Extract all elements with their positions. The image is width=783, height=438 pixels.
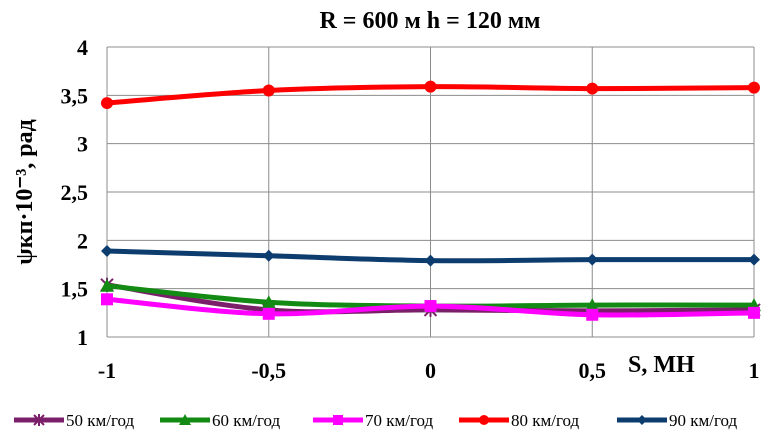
legend-label: 60 км/год <box>212 411 281 430</box>
data-point <box>748 81 760 94</box>
y-tick-label: 4 <box>77 35 88 60</box>
legend-item-3: 70 км/год <box>313 411 434 430</box>
legend-item-1: 50 км/год <box>14 411 135 430</box>
data-point <box>637 415 647 425</box>
legend-label: 70 км/год <box>365 411 434 430</box>
y-tick-label: 1,5 <box>61 277 89 302</box>
chart-title: R = 600 м h = 120 мм <box>319 8 540 34</box>
x-axis-label: S, МН <box>628 352 695 378</box>
data-point <box>179 414 191 425</box>
data-point <box>586 308 599 321</box>
data-point <box>748 306 760 319</box>
y-tick-label: 3,5 <box>61 83 89 108</box>
x-tick-label: 0 <box>425 358 436 383</box>
legend-label: 80 км/год <box>511 411 580 430</box>
y-tick-label: 1 <box>77 325 88 350</box>
legend-label: 50 км/год <box>66 411 135 430</box>
data-point <box>424 300 437 313</box>
x-tick-label: -0,5 <box>251 358 286 383</box>
data-point <box>33 414 45 426</box>
data-point <box>586 253 599 266</box>
data-point <box>333 415 343 425</box>
data-point <box>101 97 113 110</box>
y-tick-labels: 1 1,5 2 2,5 3 3,5 4 <box>61 35 89 350</box>
series-5 <box>101 244 760 267</box>
legend: 50 км/год 60 км/год 70 км/год 80 км/год 90 к… <box>14 411 738 430</box>
legend-item-4: 80 км/год <box>459 411 580 430</box>
y-tick-label: 3 <box>77 132 88 157</box>
x-tick-label: -1 <box>98 358 116 383</box>
data-point <box>586 82 599 95</box>
legend-label: 90 км/год <box>669 411 738 430</box>
data-point <box>261 295 276 309</box>
x-tick-label: 1 <box>749 358 760 383</box>
data-point <box>262 84 275 97</box>
y-tick-label: 2 <box>77 228 88 253</box>
legend-item-5: 90 км/год <box>617 411 738 430</box>
series-3 <box>101 293 760 321</box>
x-tick-labels: -1 -0,5 0 0,5 1 <box>98 358 760 383</box>
data-point <box>100 278 114 292</box>
data-point <box>262 249 275 262</box>
y-axis-label: ψкп·10⁻³, рад <box>12 119 38 265</box>
series <box>100 80 761 321</box>
data-point <box>262 307 275 320</box>
data-point <box>748 253 760 266</box>
data-point <box>101 244 113 257</box>
data-point <box>424 80 437 93</box>
data-point <box>101 293 113 306</box>
x-tick-label: 0,5 <box>579 358 607 383</box>
legend-item-2: 60 км/год <box>160 411 281 430</box>
series-4 <box>101 80 760 110</box>
data-point <box>585 298 600 312</box>
data-point <box>424 254 437 267</box>
y-tick-label: 2,5 <box>61 180 89 205</box>
data-point <box>479 415 489 425</box>
